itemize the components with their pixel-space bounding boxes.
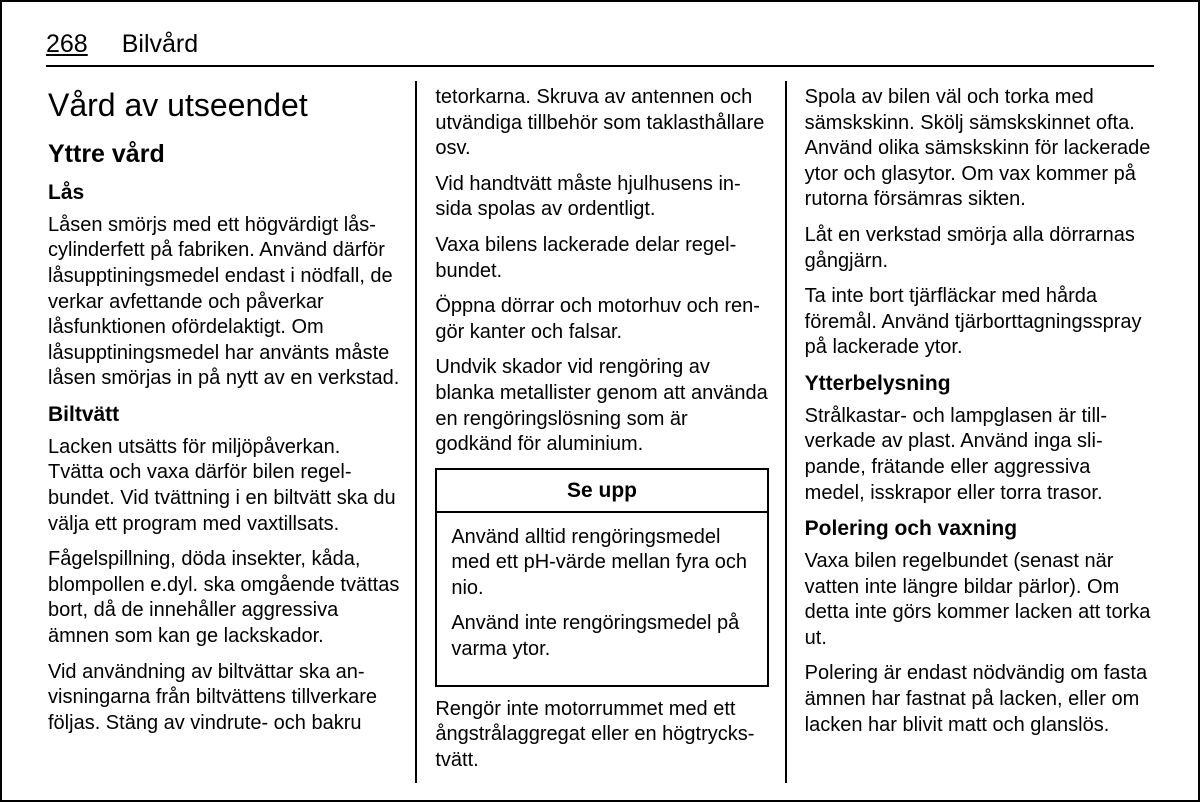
subsubheading-las: Lås xyxy=(48,180,399,207)
callout-title: Se upp xyxy=(437,470,766,513)
paragraph: Undvik skador vid rengöring av blanka me… xyxy=(435,355,768,457)
paragraph: Vaxa bilen regelbundet (senast när vatte… xyxy=(805,549,1152,651)
callout-body: Använd alltid rengöringsmedel med ett pH… xyxy=(437,513,766,685)
paragraph: Vid handtvätt måste hjulhusens in­sida s… xyxy=(435,172,768,223)
paragraph: tetorkarna. Skruva av antennen och utvän… xyxy=(435,85,768,162)
subsubheading-ytterbelysning: Ytterbelysning xyxy=(805,371,1152,398)
paragraph: Låt en verkstad smörja alla dörrarnas gå… xyxy=(805,223,1152,274)
content-columns: Vård av utseendet Yttre vård Lås Låsen s… xyxy=(46,81,1154,763)
paragraph: Använd inte rengöringsmedel på varma yto… xyxy=(451,611,752,662)
paragraph: Spola av bilen väl och torka med sämsksk… xyxy=(805,85,1152,213)
paragraph: Rengör inte motorrummet med ett ångstrål… xyxy=(435,697,768,774)
section-title: Vård av utseendet xyxy=(48,85,399,126)
chapter-title: Bilvård xyxy=(122,30,198,59)
paragraph: Ta inte bort tjärfläckar med hårda förem… xyxy=(805,284,1152,361)
page-number: 268 xyxy=(46,30,88,59)
paragraph: Lacken utsätts för miljöpåverkan. Tvätta… xyxy=(48,435,399,537)
subheading-yttre-vard: Yttre vård xyxy=(48,138,399,170)
paragraph: Strålkastar- och lampglasen är till­verk… xyxy=(805,404,1152,506)
column-1: Vård av utseendet Yttre vård Lås Låsen s… xyxy=(46,81,415,783)
subsubheading-polering: Polering och vaxning xyxy=(805,516,1152,543)
page-header: 268 Bilvård xyxy=(46,30,1154,67)
column-3: Spola av bilen väl och torka med sämsksk… xyxy=(785,81,1154,783)
subsubheading-biltvatt: Biltvätt xyxy=(48,402,399,429)
paragraph: Vid användning av biltvättar ska an­visn… xyxy=(48,660,399,737)
paragraph: Fågelspillning, döda insekter, kåda, blo… xyxy=(48,547,399,649)
paragraph: Använd alltid rengöringsmedel med ett pH… xyxy=(451,525,752,602)
paragraph: Polering är endast nödvändig om fasta äm… xyxy=(805,661,1152,738)
paragraph: Låsen smörjs med ett högvärdigt lås­cyli… xyxy=(48,213,399,392)
column-2: tetorkarna. Skruva av antennen och utvän… xyxy=(415,81,784,783)
paragraph: Vaxa bilens lackerade delar regel­bundet… xyxy=(435,233,768,284)
paragraph: Öppna dörrar och motorhuv och ren­gör ka… xyxy=(435,294,768,345)
caution-callout: Se upp Använd alltid rengöringsmedel med… xyxy=(435,468,768,687)
